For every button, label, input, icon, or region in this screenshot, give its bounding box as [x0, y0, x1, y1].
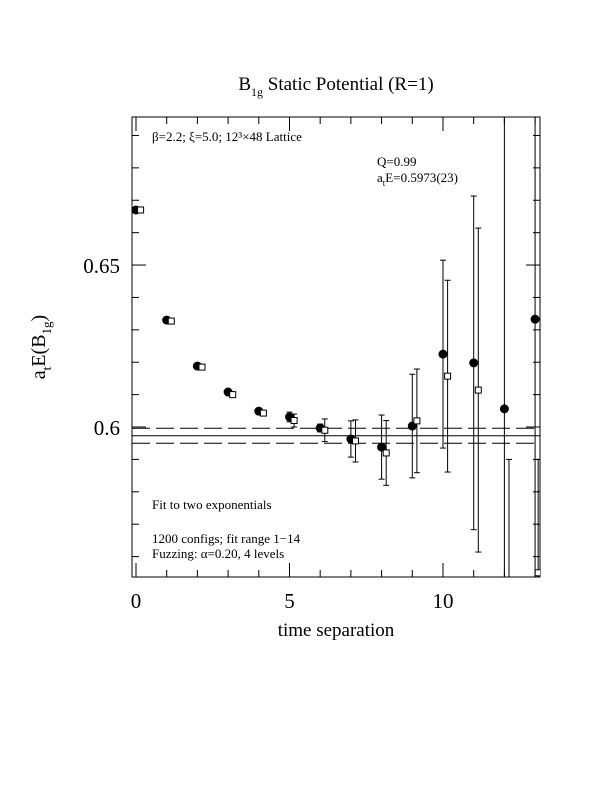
- chart-title: B1g Static Potential (R=1): [238, 74, 433, 99]
- annotation-part: a: [377, 170, 383, 185]
- point: [321, 426, 329, 434]
- point: [167, 317, 175, 325]
- point: [499, 404, 509, 414]
- annotation: Fit to two exponentials: [152, 497, 272, 512]
- point: [469, 358, 479, 368]
- point: [534, 569, 540, 577]
- annotation: β=2.2; ξ=5.0; 12³×48 Lattice: [152, 129, 302, 144]
- plot-area: [132, 117, 540, 592]
- title-part: Static Potential (R=1): [263, 74, 434, 95]
- point: [229, 391, 237, 399]
- title-sub: 1g: [251, 85, 263, 99]
- annotation-sub: t: [383, 178, 386, 188]
- point: [474, 386, 482, 394]
- y-label-part: ): [28, 315, 50, 322]
- point: [382, 449, 390, 457]
- point: [259, 409, 267, 417]
- annotation: atE=0.5973(23): [377, 170, 458, 188]
- point: [444, 372, 452, 380]
- annotation: Q=0.99: [377, 154, 416, 169]
- y-label-sub: t: [39, 366, 54, 370]
- y-tick-label: 0.6: [94, 416, 120, 440]
- y-tick-label: 0.65: [83, 254, 120, 278]
- y-label-sub: 1g: [39, 321, 54, 335]
- point: [377, 442, 387, 452]
- annotation-part: E=0.5973(23): [385, 170, 458, 185]
- point: [351, 437, 359, 445]
- y-label-part: E(B: [28, 334, 50, 366]
- x-tick-label: 0: [131, 589, 142, 613]
- annotation: 1200 configs; fit range 1−14: [152, 531, 301, 546]
- point: [137, 206, 145, 214]
- y-axis-label: atE(B1g): [28, 315, 54, 379]
- title-part: B: [238, 74, 251, 95]
- x-axis-label: time separation: [278, 620, 395, 641]
- point: [438, 349, 448, 359]
- point: [530, 314, 540, 324]
- annotation: Fuzzing: α=0.20, 4 levels: [152, 546, 284, 561]
- x-tick-label: 5: [284, 589, 295, 613]
- point: [413, 417, 421, 425]
- point: [198, 363, 206, 371]
- y-label-part: a: [28, 370, 50, 379]
- point: [506, 586, 512, 592]
- x-tick-label: 10: [432, 589, 453, 613]
- point: [290, 417, 298, 425]
- plot-frame: [131, 116, 541, 578]
